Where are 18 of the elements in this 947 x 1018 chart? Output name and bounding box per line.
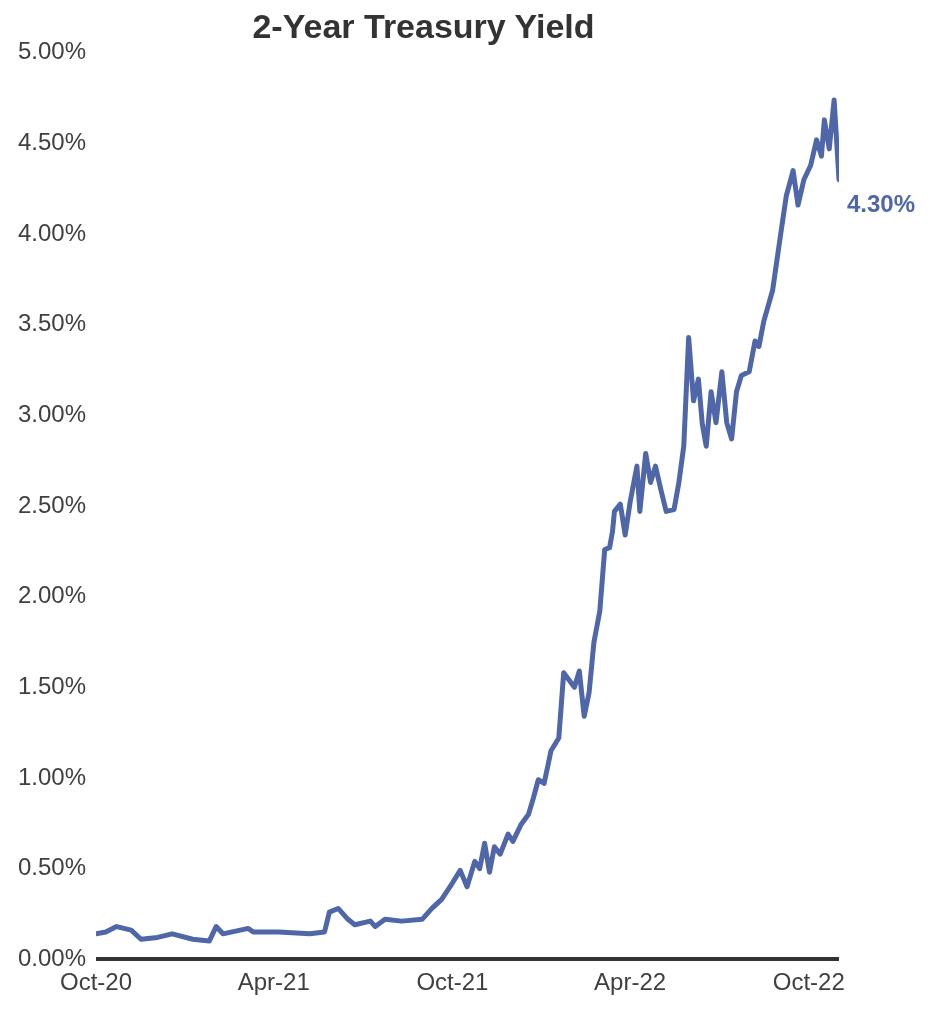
y-tick-label: 5.00% (17, 37, 87, 65)
x-tick-label: Oct-20 (60, 968, 133, 996)
y-tick-label: 2.00% (17, 581, 87, 609)
y-tick-label: 2.50% (17, 490, 87, 518)
y-tick-label: 0.50% (17, 853, 87, 881)
x-tick-label: Apr-21 (237, 968, 310, 996)
y-tick-label: 1.00% (17, 762, 87, 790)
y-tick-label: 1.50% (17, 671, 87, 699)
x-tick-label: Apr-22 (594, 968, 667, 996)
x-tick-label: Oct-22 (772, 968, 845, 996)
y-tick-label: 3.00% (17, 399, 87, 427)
chart-title: 2-Year Treasury Yield (252, 6, 595, 45)
x-tick-label: Oct-21 (416, 968, 489, 996)
annotation: 4.30% (847, 190, 916, 218)
y-tick-label: 0.00% (17, 943, 87, 971)
y-tick-label: 4.00% (17, 218, 87, 246)
y-tick-label: 4.50% (17, 128, 87, 156)
y-tick-label: 3.50% (17, 309, 87, 337)
